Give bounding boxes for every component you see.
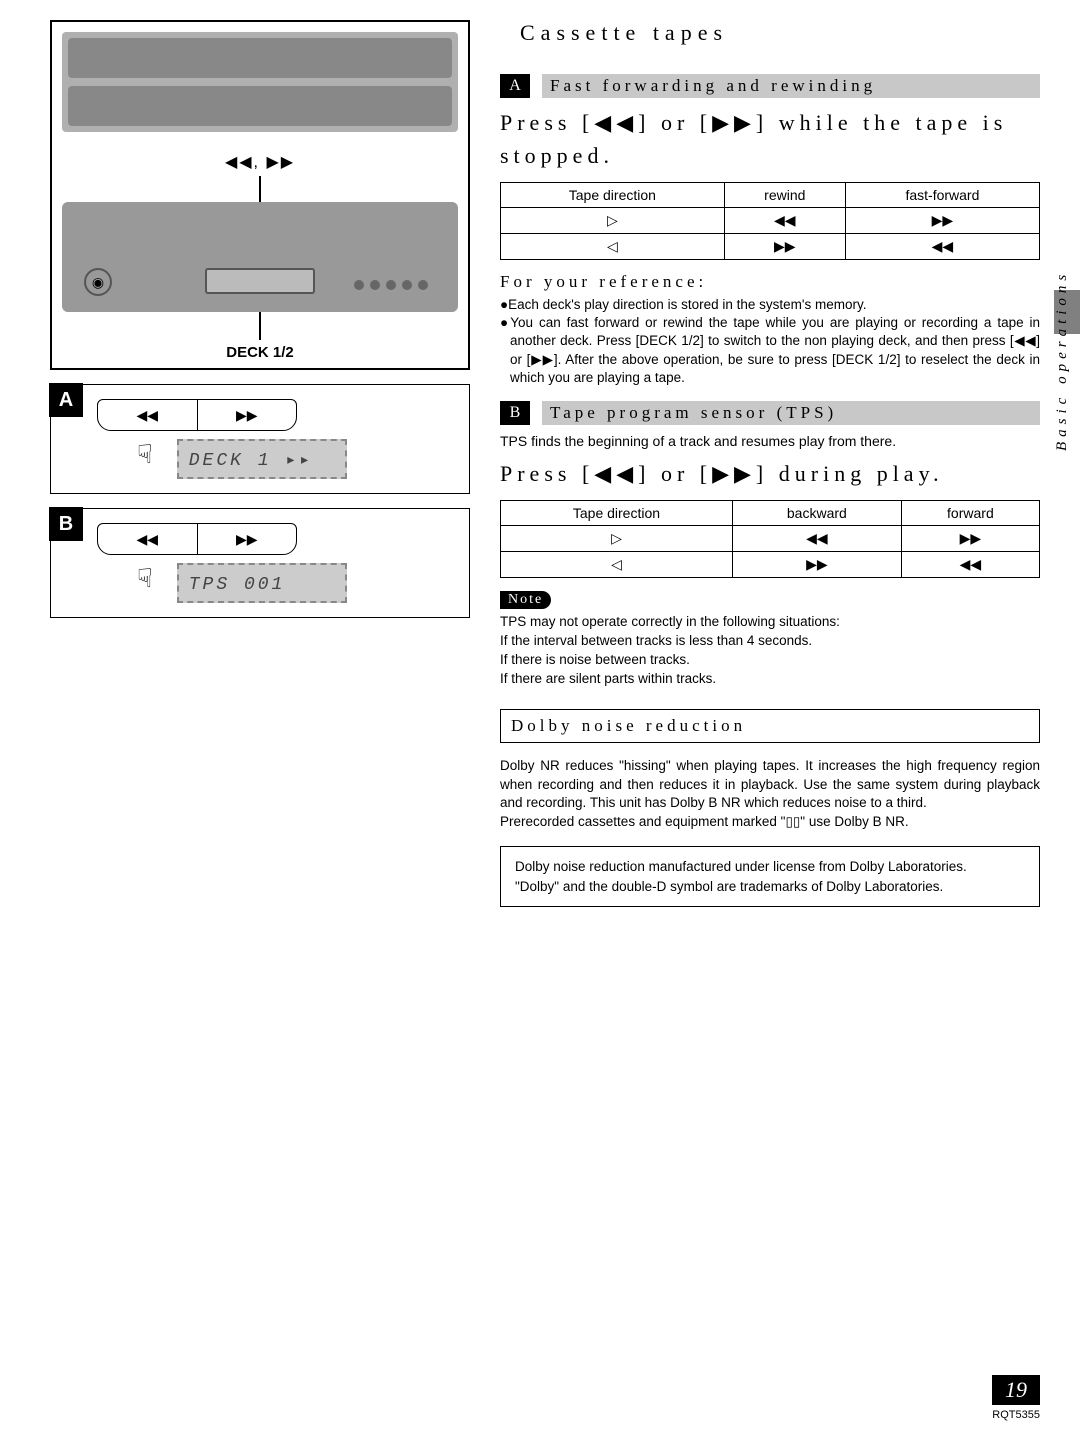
note-text: TPS may not operate correctly in the fol…: [500, 613, 1040, 689]
license-box: Dolby noise reduction manufactured under…: [500, 846, 1040, 907]
th: backward: [732, 501, 901, 526]
side-tab: Basic operations: [1054, 220, 1080, 500]
display-panel-b: TPS 001: [177, 563, 347, 603]
rewind-ff-label: ◀◀, ▶▶: [62, 152, 458, 172]
th: fast-forward: [845, 183, 1039, 208]
td: ◀◀: [845, 234, 1039, 260]
rewind-ff-button: ◀◀ ▶▶: [97, 399, 297, 431]
display-panel-a: DECK 1 ▸▸: [177, 439, 347, 479]
section-a-tag: A: [500, 74, 530, 98]
note-line: If there is noise between tracks.: [500, 651, 1040, 670]
td: ▶▶: [901, 526, 1039, 552]
device-front-view: ◉: [62, 202, 458, 312]
hand-pointer-icon: ☟: [137, 563, 153, 594]
power-dial-icon: ◉: [84, 268, 112, 296]
side-tab-label: Basic operations: [1054, 220, 1080, 500]
section-a-header: A Fast forwarding and rewinding: [500, 74, 1040, 98]
ff-half: ▶▶: [198, 400, 297, 430]
reference-bullets: ●Each deck's play direction is stored in…: [500, 296, 1040, 387]
page-footer: 19 RQT5355: [992, 1375, 1040, 1421]
td: ◁: [501, 552, 733, 578]
pointer-line: [259, 312, 261, 340]
step-a-box: A ◀◀ ▶▶ ☟ DECK 1 ▸▸: [50, 384, 470, 494]
step-b-tag: B: [49, 507, 83, 541]
license-line: "Dolby" and the double-D symbol are trad…: [515, 877, 1025, 897]
td: ◁: [501, 234, 725, 260]
td: ▷: [501, 526, 733, 552]
cassette-slot: [205, 268, 315, 294]
bullet: ●You can fast forward or rewind the tape…: [500, 314, 1040, 387]
note-tag: Note: [500, 591, 551, 609]
section-b-instruction: Press [◀◀] or [▶▶] during play.: [500, 457, 1040, 490]
device-illustration: ◀◀, ▶▶ ◉ DECK 1/2: [50, 20, 470, 370]
section-a-title: Fast forwarding and rewinding: [542, 74, 1040, 98]
note-line: If the interval between tracks is less t…: [500, 632, 1040, 651]
dolby-p2: Prerecorded cassettes and equipment mark…: [500, 814, 909, 829]
step-a-tag: A: [49, 383, 83, 417]
section-a-instruction: Press [◀◀] or [▶▶] while the tape is sto…: [500, 106, 1040, 172]
rewind-half: ◀◀: [98, 524, 198, 554]
section-b-title: Tape program sensor (TPS): [542, 401, 1040, 425]
dolby-title: Dolby noise reduction: [500, 709, 1040, 743]
th: forward: [901, 501, 1039, 526]
note-line: If there are silent parts within tracks.: [500, 670, 1040, 689]
th: Tape direction: [501, 501, 733, 526]
direction-table-a: Tape direction rewind fast-forward ▷ ◀◀ …: [500, 182, 1040, 260]
note-line: TPS may not operate correctly in the fol…: [500, 613, 1040, 632]
dolby-paragraph: Dolby NR reduces "hissing" when playing …: [500, 757, 1040, 833]
license-line: Dolby noise reduction manufactured under…: [515, 857, 1025, 877]
td: ▶▶: [732, 552, 901, 578]
dolby-p1: Dolby NR reduces "hissing" when playing …: [500, 758, 1040, 811]
hand-pointer-icon: ☟: [137, 439, 153, 470]
section-b-header: B Tape program sensor (TPS): [500, 401, 1040, 425]
tps-description: TPS finds the beginning of a track and r…: [500, 433, 1040, 449]
section-b-tag: B: [500, 401, 530, 425]
td: ◀◀: [724, 208, 845, 234]
document-id: RQT5355: [992, 1409, 1040, 1421]
th: rewind: [724, 183, 845, 208]
td: ▷: [501, 208, 725, 234]
td: ▶▶: [845, 208, 1039, 234]
bullet: ●Each deck's play direction is stored in…: [500, 296, 1040, 314]
button-row: [354, 280, 428, 290]
deck-button-label: DECK 1/2: [62, 344, 458, 361]
rewind-half: ◀◀: [98, 400, 198, 430]
th: Tape direction: [501, 183, 725, 208]
step-b-box: B ◀◀ ▶▶ ☟ TPS 001: [50, 508, 470, 618]
page-number: 19: [992, 1375, 1040, 1405]
direction-table-b: Tape direction backward forward ▷ ◀◀ ▶▶ …: [500, 500, 1040, 578]
td: ▶▶: [724, 234, 845, 260]
ff-half: ▶▶: [198, 524, 297, 554]
rewind-ff-button: ◀◀ ▶▶: [97, 523, 297, 555]
td: ◀◀: [901, 552, 1039, 578]
td: ◀◀: [732, 526, 901, 552]
device-top-view: [62, 32, 458, 132]
section-title: Cassette tapes: [520, 20, 1040, 46]
reference-heading: For your reference:: [500, 272, 1040, 292]
